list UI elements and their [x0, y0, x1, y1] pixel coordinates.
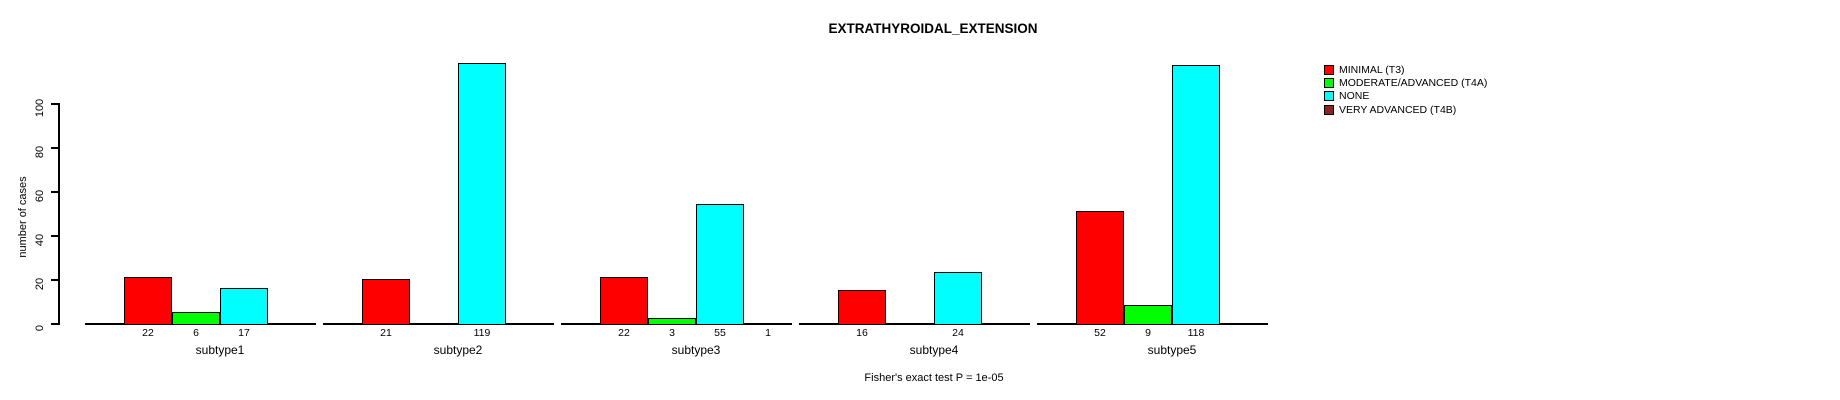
y-axis-tick	[51, 235, 58, 237]
category-label: subtype4	[909, 343, 959, 357]
bar	[1124, 304, 1172, 325]
bar-value-label: 17	[238, 327, 250, 339]
bar	[648, 317, 696, 325]
chart-footer: Fisher's exact test P = 1e-05	[864, 372, 1004, 384]
y-axis-tick-label-text: 100	[34, 98, 46, 117]
bar	[124, 276, 172, 325]
category-label: subtype5	[1147, 343, 1197, 357]
bar-value-label: 119	[473, 327, 491, 339]
legend-swatch	[1324, 77, 1334, 88]
category-axis-line	[799, 323, 1030, 325]
bar-value-label: 21	[380, 327, 392, 339]
bar-value-label: 22	[618, 327, 630, 339]
bar	[1076, 210, 1124, 325]
bar-value-label: 3	[669, 327, 675, 339]
legend: MINIMAL (T3) MODERATE/ADVANCED (T4A) NONE V…	[1324, 63, 1487, 116]
legend-swatch	[1324, 64, 1334, 75]
y-axis-tick-label-text: 0	[34, 324, 46, 331]
chart-title: EXTRATHYROIDAL_EXTENSION	[828, 21, 1038, 36]
y-axis-tick	[51, 323, 58, 325]
bar	[220, 287, 268, 325]
y-axis-tick-label-text: 20	[34, 277, 46, 290]
bar	[1172, 64, 1220, 325]
legend-label: NONE	[1339, 90, 1370, 103]
legend-label: MINIMAL (T3)	[1339, 63, 1405, 76]
legend-item: MODERATE/ADVANCED (T4A)	[1324, 76, 1487, 89]
bar-value-label: 55	[714, 327, 726, 339]
y-axis-line	[58, 103, 60, 325]
bar-value-label: 22	[142, 327, 154, 339]
bar	[458, 62, 506, 325]
category-label: subtype2	[433, 343, 483, 357]
y-axis-tick	[51, 191, 58, 193]
bar	[934, 271, 982, 325]
legend-swatch	[1324, 104, 1334, 115]
category-axis-line	[323, 323, 554, 325]
bar	[696, 203, 744, 325]
y-axis-tick	[51, 103, 58, 105]
bar	[600, 276, 648, 325]
bar	[838, 289, 886, 325]
bar-value-label: 118	[1187, 327, 1205, 339]
y-axis-tick-label-text: 40	[34, 233, 46, 246]
legend-label: VERY ADVANCED (T4B)	[1339, 103, 1457, 116]
legend-swatch	[1324, 91, 1334, 102]
legend-item: VERY ADVANCED (T4B)	[1324, 103, 1487, 116]
bar-value-label: 9	[1145, 327, 1151, 339]
legend-item: NONE	[1324, 90, 1487, 103]
bar-value-label: 24	[952, 327, 964, 339]
legend-label: MODERATE/ADVANCED (T4A)	[1339, 76, 1488, 89]
y-axis-tick-label-text: 60	[34, 189, 46, 202]
y-axis-tick	[51, 147, 58, 149]
bar	[172, 311, 220, 325]
category-label: subtype3	[671, 343, 721, 357]
bar-value-label: 16	[856, 327, 868, 339]
y-axis-tick-label-text: 80	[34, 145, 46, 158]
bar	[362, 278, 410, 325]
bar-value-label: 52	[1094, 327, 1106, 339]
bar-value-label: 6	[193, 327, 199, 339]
bar-value-label: 1	[765, 327, 771, 339]
y-axis-tick	[51, 279, 58, 281]
category-label: subtype1	[195, 343, 245, 357]
y-axis-title-text: number of cases	[17, 176, 29, 258]
bar	[744, 322, 792, 325]
legend-item: MINIMAL (T3)	[1324, 63, 1487, 76]
